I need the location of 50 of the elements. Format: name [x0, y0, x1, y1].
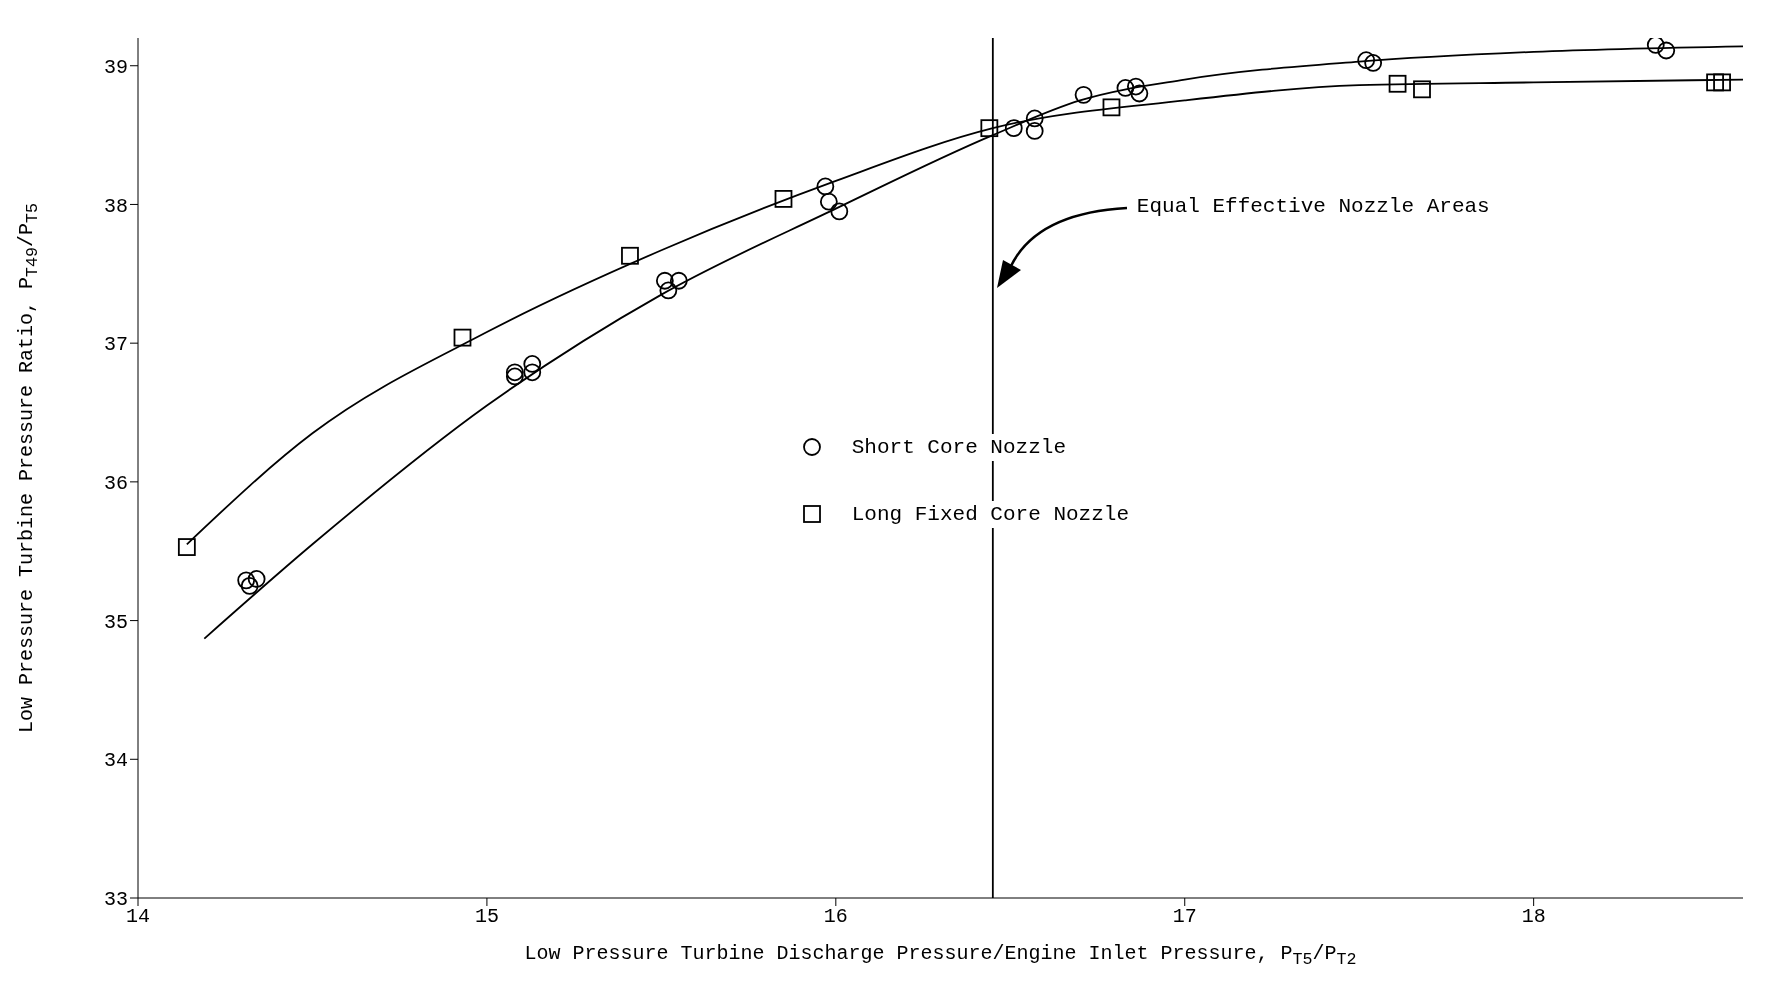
point [1706, 73, 1724, 92]
y-tick-label: 33 [103, 888, 128, 912]
x-tick-label: 15 [474, 905, 499, 929]
point [1025, 109, 1044, 128]
point [240, 577, 259, 595]
point [774, 190, 793, 208]
x-tick-label: 16 [823, 905, 848, 929]
point [816, 177, 835, 196]
point [1364, 54, 1383, 72]
point [1102, 98, 1121, 117]
x-tick-label: 14 [125, 905, 151, 929]
annotation: Equal Effective Nozzle Areas [1136, 194, 1490, 218]
point [980, 119, 999, 138]
point [659, 281, 678, 300]
point [523, 355, 542, 373]
y-tick-label: 35 [103, 610, 128, 634]
point [669, 271, 688, 290]
point [1413, 80, 1431, 99]
point [1025, 122, 1044, 140]
point [1004, 119, 1023, 138]
legend-label: Long Fixed Core Nozzle [847, 500, 1133, 528]
x-tick-label: 17 [1172, 905, 1197, 929]
y-tick-label: 39 [103, 55, 128, 79]
point [505, 363, 524, 382]
x-axis-title: Low Pressure Turbine Discharge Pressure/Engine Inlet Pressure, P$_{T5}$/P$_{T2}$ [523, 942, 1358, 969]
point [1116, 79, 1135, 97]
point [1713, 73, 1731, 92]
y-tick-label: 36 [103, 471, 128, 495]
point [1657, 41, 1676, 60]
point [523, 363, 542, 382]
point [1130, 84, 1149, 103]
point [1074, 85, 1093, 104]
point [1357, 51, 1376, 70]
y-tick-label: 37 [103, 333, 128, 357]
point [830, 202, 849, 221]
point [453, 328, 472, 347]
x-tick-label: 18 [1521, 905, 1546, 929]
point [655, 271, 674, 290]
y-tick-label: 38 [103, 194, 128, 218]
point [1388, 74, 1407, 93]
y-tick-label: 34 [103, 749, 128, 773]
point [177, 538, 196, 556]
point [819, 192, 838, 211]
point [1646, 38, 1665, 54]
point [237, 571, 256, 590]
legend-label: Short Core Nozzle [847, 433, 1070, 461]
point [621, 246, 639, 265]
point [505, 367, 524, 386]
point [247, 570, 266, 588]
point [1126, 77, 1145, 96]
